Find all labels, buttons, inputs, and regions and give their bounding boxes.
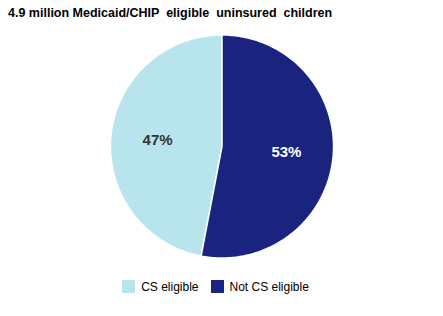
html-text:Not CS eligible: Not CS eligible — [229, 279, 309, 294]
html-text:CS eligible: CS eligible — [141, 279, 199, 294]
svg-text:47%: 47% — [143, 131, 173, 148]
svg-text:53%: 53% — [271, 143, 301, 160]
html-text:4.9 million Medicaid/CHIP elig: 4.9 million Medicaid/CHIP eligible unins… — [8, 6, 333, 20]
